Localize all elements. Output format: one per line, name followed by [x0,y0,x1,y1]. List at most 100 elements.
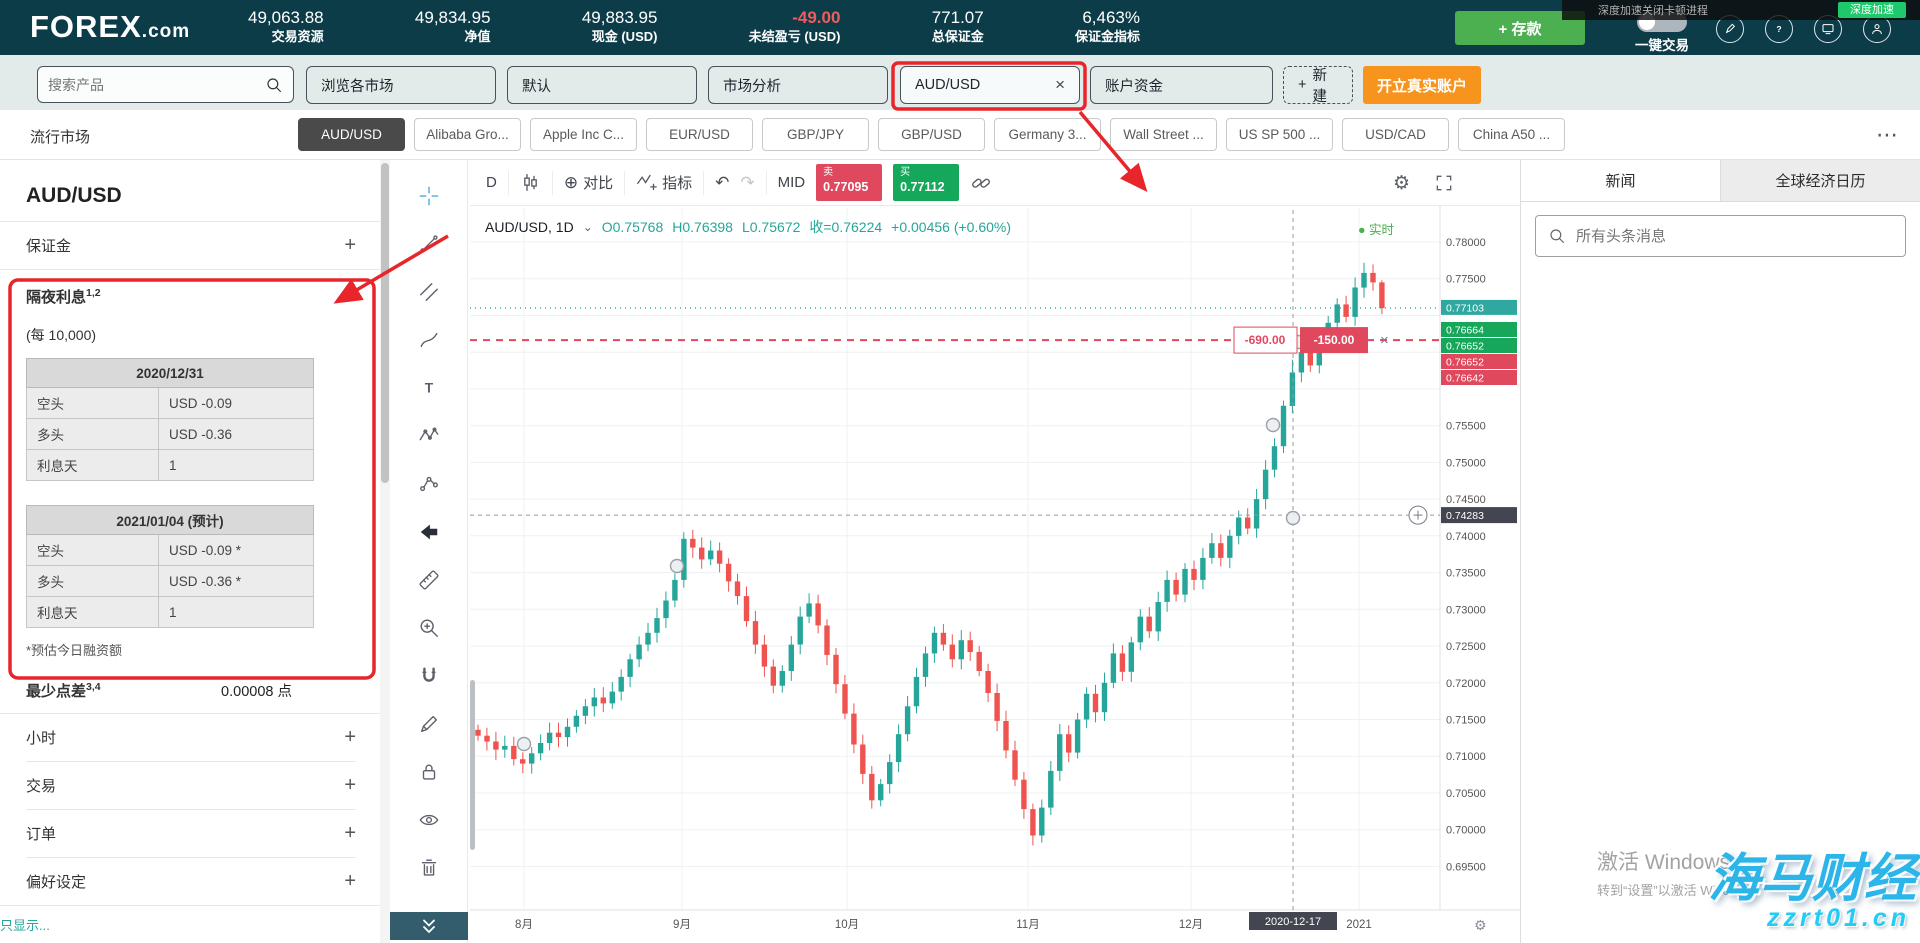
symbol-tab-germany-3-[interactable]: Germany 3... [994,118,1101,151]
symbol-tab-apple-inc-c-[interactable]: Apple Inc C... [530,118,637,151]
eye-icon[interactable] [390,796,467,844]
symbol-tab-aud-usd[interactable]: AUD/USD [298,118,405,151]
link-chart-button[interactable] [970,172,992,194]
search-icon [267,77,282,92]
toolbar-scrollbar-thumb[interactable] [470,680,475,850]
account-stat: 49,883.95 现金 (USD) [582,7,658,45]
channel-icon[interactable] [390,268,467,316]
candle-body [716,550,723,564]
symbol-tab-china-a50-[interactable]: China A50 ... [1458,118,1565,151]
expand-icon[interactable]: + [344,822,356,844]
news-panel: 新闻 全球经济日历 激活 Windows 转到“设置”以激活 Windows 海… [1520,160,1920,943]
brush-icon[interactable] [390,316,467,364]
symbol-tab-gbp-usd[interactable]: GBP/USD [878,118,985,151]
symbol-tab-usd-cad[interactable]: USD/CAD [1342,118,1449,151]
candle-body [895,734,902,763]
tab-economic-calendar[interactable]: 全球经济日历 [1720,160,1920,201]
price-chart[interactable]: -690.00 -150.00 × 0.78000 0.77500 0.75500 0.75… [470,160,1520,943]
sidebar-section-订单[interactable]: 订单 + [26,810,356,857]
undo-icon[interactable]: ↶ [715,172,730,192]
symbol-tab-alibaba-gro-[interactable]: Alibaba Gro... [414,118,521,151]
forex-logo[interactable]: FOREX.com [30,9,190,45]
candle-body [582,706,589,716]
legend-symbol[interactable]: AUD/USD, 1D [485,219,574,235]
symbol-tab-gbp-jpy[interactable]: GBP/JPY [762,118,869,151]
candle-style-button[interactable] [520,172,541,193]
chart-toolbar: D ⊕ 对比 指标 ↶ ↷ MID 卖 0.77095 买 0.77112 [470,160,1520,206]
buy-button[interactable]: 买 0.77112 [893,164,960,201]
ruler-icon[interactable] [390,556,467,604]
toolbar-collapse-button[interactable] [390,912,468,940]
more-icon[interactable]: ⋯ [1876,122,1900,147]
arrow-icon[interactable] [390,508,467,556]
expand-icon[interactable]: + [344,726,356,748]
svg-text:0.70500: 0.70500 [1446,788,1486,800]
workspace-tab[interactable]: 市场分析 [708,66,888,104]
candle-body [860,744,866,774]
scrollbar-thumb[interactable] [381,163,389,483]
candle-body [734,581,741,597]
expand-icon[interactable]: + [344,234,356,256]
candle-body [1021,779,1027,810]
stat-value: 6,463% [1082,8,1140,27]
tab-account-funds[interactable]: 账户资金 [1090,66,1273,104]
sell-button[interactable]: 卖 0.77095 [816,164,883,201]
expand-icon[interactable]: + [344,774,356,796]
stat-label: 总保证金 [931,29,984,44]
new-tab-button[interactable]: + 新建 [1283,66,1353,105]
table-header: 2021/01/04 (预计) [26,505,314,535]
workspace-tab[interactable]: 默认 [507,66,697,104]
mid-price-button[interactable]: MID [777,174,806,191]
overnight-title: 隔夜利息1,2 [26,287,101,306]
sidebar-scrollbar[interactable] [380,160,390,943]
sidebar-section-偏好设定[interactable]: 偏好设定 + [26,858,356,905]
link-icon [972,178,991,188]
candle-body [824,625,830,655]
interval-button[interactable]: D [486,174,497,191]
close-icon[interactable]: × [1055,75,1065,94]
text-icon[interactable]: T [390,364,467,412]
candle-body [609,691,615,704]
news-search-box[interactable] [1535,215,1906,257]
caret-down-icon[interactable]: ⌄ [582,220,593,234]
pattern-icon[interactable] [390,412,467,460]
clipped-footnote[interactable]: 只显示... [0,905,380,934]
compare-button[interactable]: ⊕ 对比 [563,172,614,193]
tab-aud-usd[interactable]: AUD/USD × [900,66,1080,104]
close-position-icon: × [1380,332,1389,349]
chart-settings-gear-icon[interactable]: ⚙ [1392,172,1410,194]
fullscreen-icon[interactable] [1434,173,1454,193]
magnet-icon[interactable] [390,652,467,700]
sidebar-section-保证金[interactable]: 保证金 + [26,222,356,269]
news-search-input[interactable] [1576,227,1893,245]
workspace-tab[interactable]: 浏览各市场 [306,66,496,104]
zoom-in-icon[interactable] [390,604,467,652]
trendline-icon[interactable] [390,220,467,268]
collapse-icon[interactable]: − [344,285,356,307]
crosshair-icon[interactable] [390,172,467,220]
trash-icon[interactable] [390,844,467,892]
svg-text:0.74500: 0.74500 [1446,494,1486,506]
symbol-tab-eur-usd[interactable]: EUR/USD [646,118,753,151]
open-live-account-button[interactable]: 开立真实账户 [1363,66,1481,104]
candle-body [1128,642,1134,672]
symbol-tab-us-sp-500-[interactable]: US SP 500 ... [1226,118,1333,151]
symbol-tab-wall-street-[interactable]: Wall Street ... [1110,118,1217,151]
forecast-icon[interactable] [390,460,467,508]
expand-icon[interactable]: + [344,870,356,892]
product-search-input[interactable] [48,76,265,93]
accelerator-button[interactable]: 深度加速 [1838,2,1906,18]
pencil-icon[interactable] [390,700,467,748]
lock-icon[interactable] [390,748,467,796]
sidebar-section-小时[interactable]: 小时 + [26,714,356,761]
sidebar-section-交易[interactable]: 交易 + [26,762,356,809]
product-search-box[interactable] [37,66,294,103]
price-tag [1441,354,1517,369]
tab-news[interactable]: 新闻 [1605,173,1636,190]
candle-body [1057,734,1063,771]
candle-body [1316,341,1322,366]
redo-icon[interactable]: ↷ [740,172,755,192]
candle-body [1048,770,1054,808]
indicators-button[interactable]: 指标 [636,172,692,193]
candle-body [949,644,955,660]
